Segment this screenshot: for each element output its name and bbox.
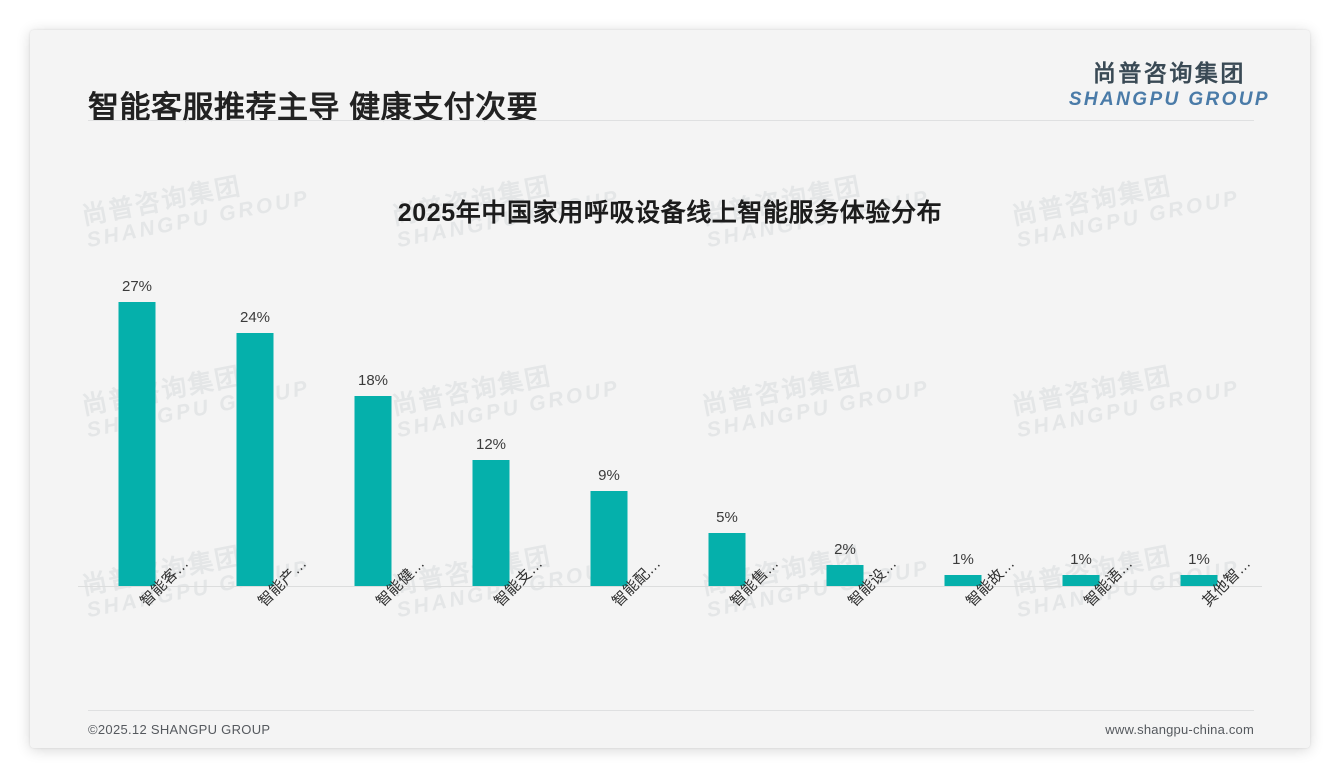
x-tick-group: 智能售… — [668, 555, 786, 688]
x-tick-group: 其他智… — [1140, 555, 1258, 688]
bar-chart-plot: 27% 智能客… 24% 智能产… 18% 智能健… 12% 智能支… 9% 智能配… 5% 智能售…… — [78, 270, 1262, 610]
x-tick-group: 智能健… — [314, 555, 432, 688]
chart-container: 2025年中国家用呼吸设备线上智能服务体验分布 27% 智能客… 24% 智能产… 18… — [30, 121, 1310, 681]
slide-footer: ©2025.12 SHANGPU GROUP www.shangpu-china… — [30, 711, 1310, 748]
bar[interactable]: 27% — [118, 278, 156, 586]
slide-card: 尚普咨询集团 SHANGPU GROUP 尚普咨询集团 SHANGPU GROUP 尚普… — [30, 30, 1310, 748]
x-tick-group: 智能设… — [786, 555, 904, 688]
bar[interactable]: 1% — [1180, 551, 1218, 586]
logo-english-text: SHANGPU GROUP — [1068, 89, 1270, 110]
x-axis-line — [78, 586, 1262, 587]
bar[interactable]: 12% — [472, 436, 510, 586]
bar-group: 1% — [1140, 270, 1258, 586]
bar-value-label: 1% — [1070, 551, 1092, 569]
bar[interactable]: 1% — [1062, 551, 1100, 586]
logo-chinese-text: 尚普咨询集团 — [1092, 60, 1246, 86]
x-tick-group: 智能语… — [1022, 555, 1140, 688]
website-link[interactable]: www.shangpu-china.com — [1105, 722, 1254, 737]
bar-value-label: 12% — [475, 435, 507, 453]
x-tick-group: 智能配… — [550, 555, 668, 688]
bar-group: 5% — [668, 270, 786, 586]
chart-title: 2025年中国家用呼吸设备线上智能服务体验分布 — [397, 199, 943, 227]
copyright-text: ©2025.12 SHANGPU GROUP — [88, 722, 271, 737]
bar[interactable]: 5% — [708, 509, 746, 586]
bar-value-label: 9% — [598, 467, 620, 485]
x-tick-group: 智能支… — [432, 555, 550, 688]
bar[interactable]: 2% — [826, 541, 864, 586]
bar[interactable]: 1% — [944, 551, 982, 586]
bar-group: 18% — [314, 270, 432, 586]
bar-group: 12% — [432, 270, 550, 586]
bar-group: 9% — [550, 270, 668, 586]
bar-group: 2% — [786, 270, 904, 586]
bar-value-label: 2% — [834, 540, 856, 558]
bar-group: 27% — [78, 270, 196, 586]
bar-value-label: 24% — [239, 309, 271, 327]
bar[interactable]: 18% — [354, 372, 392, 586]
x-tick-group: 智能客… — [78, 555, 196, 688]
bar[interactable]: 9% — [590, 467, 628, 586]
footer-divider — [88, 710, 1254, 711]
bar-value-label: 1% — [952, 551, 974, 569]
bar-value-label: 18% — [357, 372, 389, 390]
bar-value-label: 27% — [121, 277, 153, 295]
bar-value-label: 1% — [1188, 551, 1210, 569]
bar-group: 1% — [904, 270, 1022, 586]
x-tick-group: 智能产… — [196, 555, 314, 688]
header-divider — [88, 120, 1254, 121]
bar-value-label: 5% — [716, 509, 738, 527]
slide-header: 智能客服推荐主导 健康支付次要 尚普咨询集团 SHANGPU GROUP — [30, 30, 1310, 126]
bar-group: 1% — [1022, 270, 1140, 586]
bar[interactable]: 24% — [236, 309, 274, 586]
brand-logo: 尚普咨询集团 SHANGPU GROUP — [1068, 60, 1270, 110]
x-tick-group: 智能故… — [904, 555, 1022, 688]
bar-group: 24% — [196, 270, 314, 586]
page-title: 智能客服推荐主导 健康支付次要 — [88, 90, 539, 125]
